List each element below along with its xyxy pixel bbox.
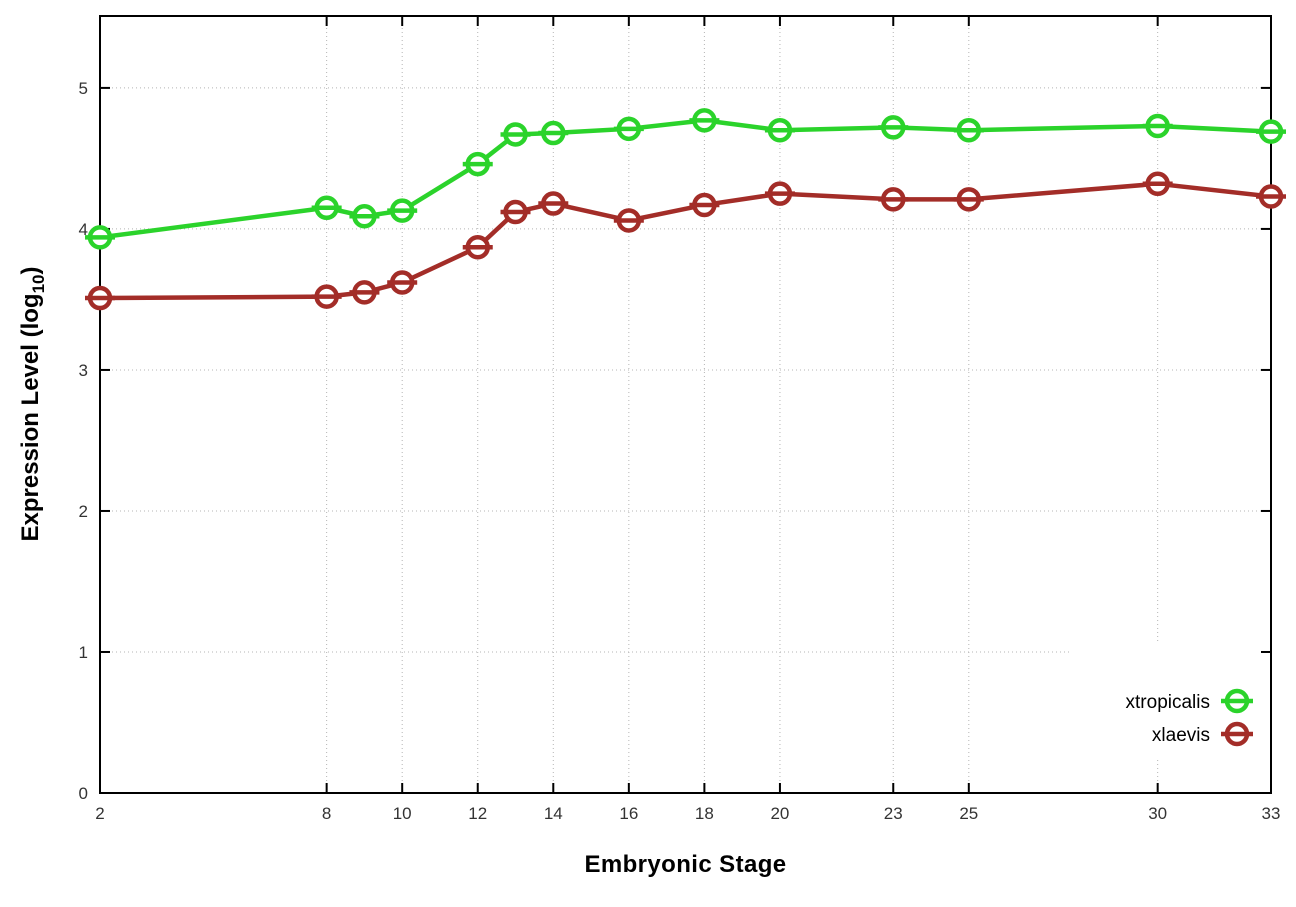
x-tick-label: 10 [393,804,412,823]
y-tick-label: 2 [79,502,88,521]
plot-border [99,15,1272,794]
legend-label-xlaevis: xlaevis [1152,725,1210,746]
x-tick-label: 20 [770,804,789,823]
legend-marker-xlaevis [1224,721,1250,747]
x-tick-label: 16 [619,804,638,823]
legend-marker-xtropicalis [1224,688,1250,714]
x-axis-label: Embryonic Stage [584,851,787,878]
y-tick-label: 1 [79,643,88,662]
series-line-xlaevis [99,181,1272,301]
x-tick-label: 12 [468,804,487,823]
x-tick-label: 30 [1148,804,1167,823]
y-tick-label: 5 [79,79,88,98]
legend-label-xtropicalis: xtropicalis [1126,692,1210,713]
y-axis-label: Expression Level (log10) [17,267,48,542]
x-tick-label: 8 [322,804,331,823]
y-tick-label: 4 [79,220,88,239]
series-line-xtropicalis [99,118,1272,240]
x-tick-label: 25 [959,804,978,823]
x-tick-label: 18 [695,804,714,823]
y-tick-label: 3 [79,361,88,380]
y-tick-label: 0 [79,784,88,803]
x-tick-label: 23 [884,804,903,823]
x-tick-label: 2 [95,804,104,823]
x-tick-label: 14 [544,804,563,823]
x-tick-label: 33 [1262,804,1281,823]
